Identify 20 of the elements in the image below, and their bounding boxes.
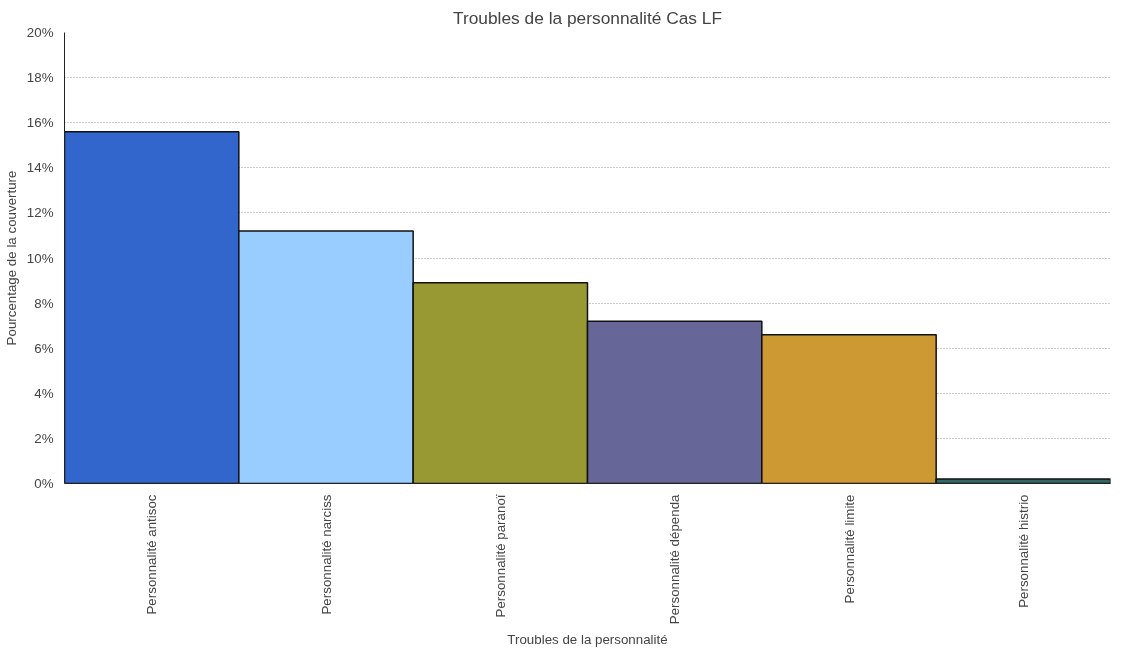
y-tick-label: 8% (34, 295, 54, 311)
y-tick-label: 6% (34, 340, 54, 356)
x-tick-label: Personnalité antisoc (144, 494, 160, 615)
x-tick-label: Personnalité paranoï (492, 494, 508, 618)
y-tick-label: 0% (34, 476, 54, 491)
y-tick-label: 16% (26, 115, 54, 131)
y-tick-label: 20% (26, 25, 54, 40)
y-tick-label: 12% (26, 205, 54, 221)
x-tick-label: Personnalité narciss (318, 494, 334, 615)
y-tick-label: 4% (34, 385, 54, 401)
y-tick-label: 10% (26, 250, 54, 266)
y-tick-label: 14% (26, 160, 54, 176)
x-tick-label: Personnalité limite (841, 494, 857, 604)
chart-title: Troubles de la personnalité Cas LF (452, 7, 723, 28)
y-axis-title: Pourcentage de la couverture (3, 170, 19, 346)
y-tick-label: 18% (26, 70, 54, 86)
x-tick-label: Personnalité dépenda (667, 493, 683, 625)
y-tick-label: 2% (34, 430, 54, 446)
x-axis-title: Troubles de la personnalité (507, 632, 668, 648)
x-tick-label: Personnalité histrio (1015, 494, 1031, 608)
